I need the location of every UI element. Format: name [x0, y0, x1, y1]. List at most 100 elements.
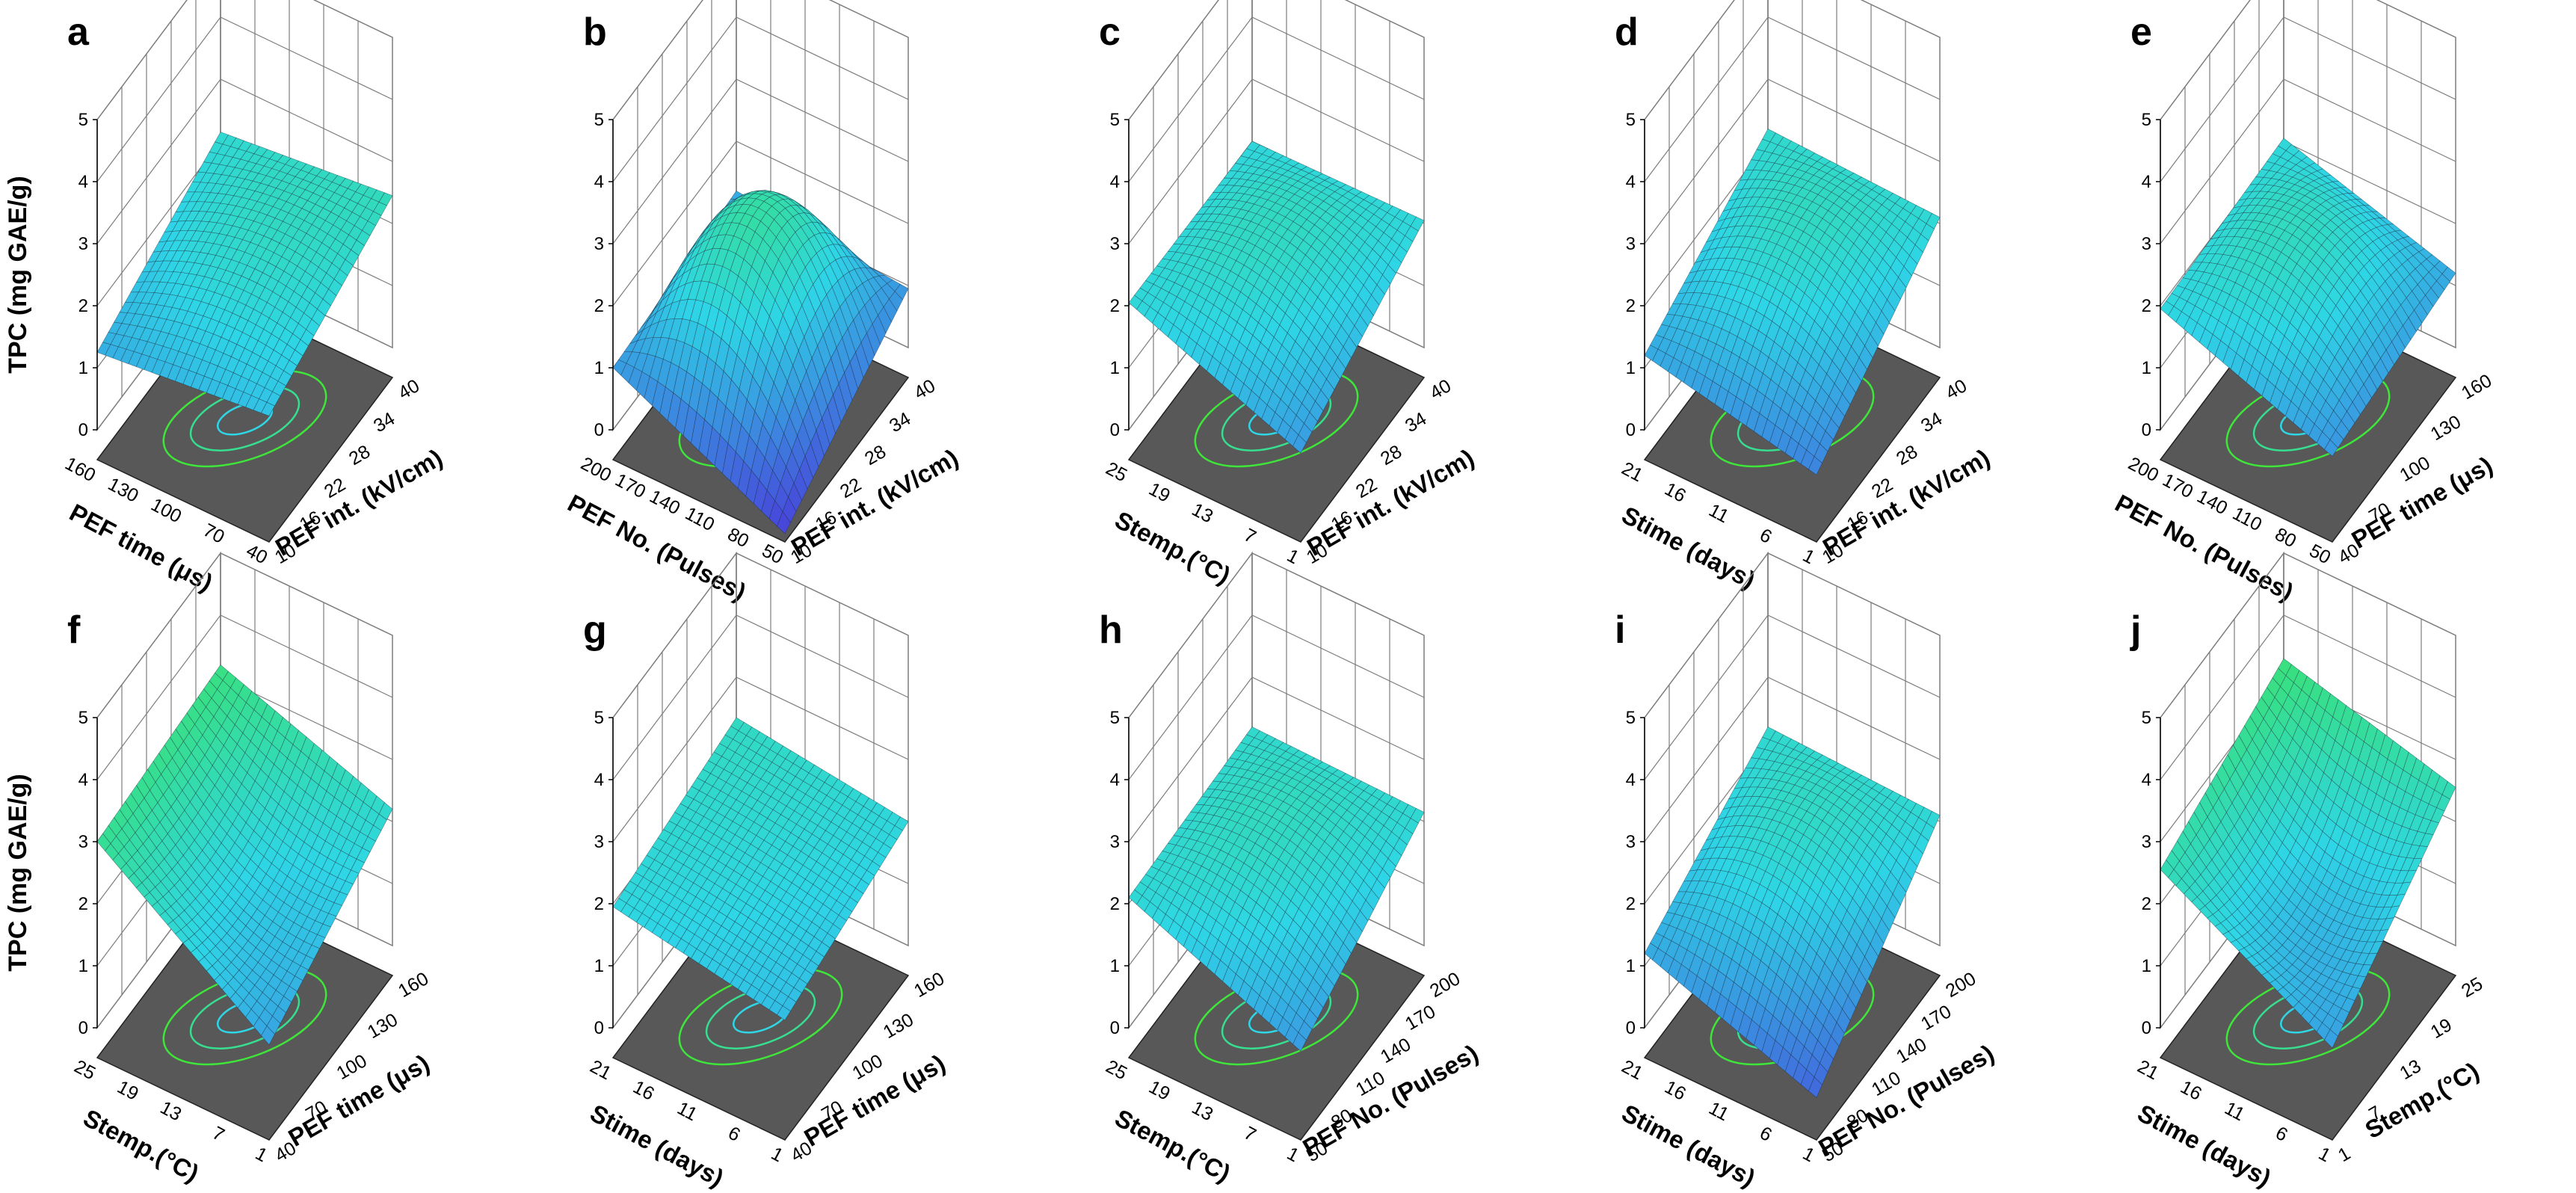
z-tick-label: 3: [78, 234, 88, 254]
x-tick-label: 200: [1942, 968, 1979, 1002]
panel-label: g: [583, 608, 607, 652]
z-tick-label: 1: [2142, 358, 2151, 378]
z-tick-label: 3: [594, 234, 604, 254]
z-tick-label: 4: [2142, 172, 2151, 192]
z-tick-label: 2: [78, 296, 88, 316]
response-surface: [612, 190, 909, 534]
z-tick-label: 4: [1110, 172, 1120, 192]
z-tick-label: 2: [1110, 296, 1120, 316]
response-surface: [96, 132, 393, 416]
y-axis-label: Stemp.(°C): [1111, 1103, 1236, 1187]
y-tick-label: 16: [629, 1076, 658, 1105]
y-tick-label: 21: [1618, 1056, 1647, 1085]
z-tick-label: 1: [594, 358, 604, 378]
y-tick-label: 40: [243, 540, 271, 569]
z-tick-label: 5: [78, 708, 88, 728]
y-tick-label: 1: [1284, 545, 1302, 568]
y-tick-label: 80: [724, 524, 753, 552]
z-tick-label: 1: [78, 956, 88, 976]
wall-gridline: [612, 16, 909, 182]
x-tick-label: 170: [1917, 1001, 1955, 1035]
y-tick-label: 1: [1799, 545, 1818, 568]
y-axis-label: Stemp.(°C): [79, 1103, 204, 1187]
panel-label: f: [67, 608, 81, 652]
x-tick-label: 28: [1377, 441, 1405, 469]
z-tick-label: 4: [78, 172, 88, 192]
y-tick-label: 25: [71, 1056, 99, 1085]
y-tick-label: 7: [1240, 525, 1259, 548]
x-tick-label: 160: [910, 968, 948, 1002]
wall-gridline: [1644, 16, 1941, 182]
y-tick-label: 200: [577, 453, 614, 486]
y-tick-label: 50: [2306, 540, 2335, 569]
y-axis-label: Stime (days): [1618, 501, 1760, 594]
x-tick-label: 40: [910, 375, 939, 404]
back-wall-right: [220, 0, 393, 349]
x-tick-label: 28: [861, 441, 890, 469]
y-axis-label: PEF time (μs): [65, 499, 218, 597]
y-tick-label: 21: [587, 1056, 615, 1085]
panel-label: c: [1099, 10, 1121, 54]
z-tick-label: 1: [1626, 358, 1636, 378]
z-axis-label: TPC (mg GAE/g): [4, 176, 32, 373]
x-tick-label: 130: [364, 1009, 401, 1043]
panel-label: i: [1615, 608, 1625, 652]
z-tick-label: 2: [1626, 894, 1636, 914]
z-tick-label: 3: [78, 832, 88, 852]
y-tick-label: 70: [200, 520, 228, 548]
x-tick-label: 130: [2427, 411, 2465, 445]
z-tick-label: 1: [594, 956, 604, 976]
wall-gridline: [96, 16, 393, 182]
wall-gridline: [1644, 78, 1941, 244]
x-tick-label: 200: [1426, 968, 1464, 1002]
panel-label: e: [2130, 10, 2152, 54]
y-tick-label: 160: [61, 453, 99, 486]
z-tick-label: 2: [1626, 296, 1636, 316]
z-tick-label: 0: [78, 1018, 88, 1038]
z-tick-label: 0: [78, 420, 88, 440]
z-tick-label: 0: [594, 420, 604, 440]
y-tick-label: 1: [1284, 1143, 1302, 1166]
z-tick-label: 4: [1110, 770, 1120, 790]
y-tick-label: 11: [1705, 1097, 1732, 1125]
z-tick-label: 0: [1110, 420, 1120, 440]
y-tick-label: 1: [768, 1143, 786, 1166]
wall-gridline: [612, 78, 909, 244]
y-tick-label: 13: [1189, 1097, 1217, 1126]
z-tick-label: 2: [2142, 296, 2151, 316]
x-tick-label: 140: [1893, 1034, 1930, 1067]
z-tick-label: 0: [1110, 1018, 1120, 1038]
z-tick-label: 0: [1626, 1018, 1636, 1038]
z-tick-label: 5: [594, 110, 604, 130]
y-tick-label: 19: [1145, 1076, 1174, 1105]
surface-cell: [261, 401, 275, 416]
x-tick-label: 40: [1426, 375, 1455, 404]
z-tick-label: 5: [2142, 110, 2151, 130]
panel-label: d: [1615, 10, 1639, 54]
y-tick-label: 25: [1103, 458, 1131, 487]
z-tick-label: 5: [594, 708, 604, 728]
x-tick-label: 40: [1942, 375, 1970, 404]
x-tick-label: 28: [1893, 441, 1921, 469]
x-tick-label: 34: [1917, 408, 1946, 437]
z-tick-label: 5: [1626, 110, 1636, 130]
z-tick-label: 4: [594, 770, 604, 790]
z-tick-label: 3: [594, 832, 604, 852]
x-tick-label: 100: [333, 1050, 371, 1084]
z-tick-label: 5: [78, 110, 88, 130]
wall-gridline: [1128, 16, 1425, 182]
z-tick-label: 3: [1626, 832, 1636, 852]
x-tick-label: 34: [1402, 408, 1430, 437]
z-tick-label: 0: [2142, 420, 2151, 440]
x-tick-label: 160: [395, 968, 432, 1002]
y-tick-label: 19: [114, 1076, 142, 1105]
z-tick-label: 1: [1110, 358, 1120, 378]
y-tick-label: 6: [724, 1123, 743, 1146]
